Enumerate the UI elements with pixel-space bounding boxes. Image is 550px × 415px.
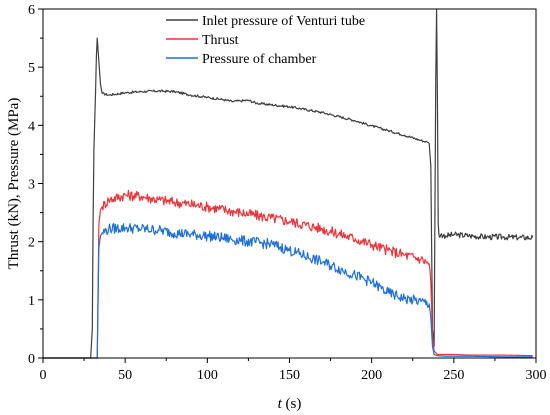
y-tick-label: 1 (28, 294, 35, 309)
x-axis-title-variable: t (278, 396, 283, 412)
y-tick-label: 2 (28, 236, 35, 251)
plot-lines (43, 8, 534, 359)
legend-label: Pressure of chamber (202, 52, 317, 67)
series-line (43, 222, 533, 359)
x-tick-label: 0 (40, 368, 47, 383)
x-tick-label: 200 (361, 368, 382, 383)
legend-label: Thrust (202, 33, 239, 48)
y-axis: 0 1 2 3 4 5 6 (28, 3, 43, 367)
y-axis-title: Thrust (kN), Pressure (MPa) (6, 98, 22, 270)
x-tick-label: 150 (279, 368, 300, 383)
x-tick-label: 250 (443, 368, 464, 383)
y-tick-label: 6 (28, 3, 35, 18)
x-axis: 0 50 100 150 200 250 300 (40, 358, 547, 383)
series-line (43, 8, 534, 359)
y-tick-label: 3 (28, 178, 35, 193)
x-axis-title: t (s) (278, 396, 302, 412)
y-tick-label: 5 (28, 61, 35, 76)
legend: Inlet pressure of Venturi tube Thrust Pres… (166, 14, 365, 67)
series-line (43, 189, 533, 359)
y-tick-label: 0 (28, 352, 35, 367)
y-tick-label: 4 (28, 119, 35, 134)
x-tick-label: 50 (118, 368, 132, 383)
x-tick-label: 100 (197, 368, 218, 383)
x-axis-title-unit: (s) (282, 396, 302, 412)
x-tick-label: 300 (526, 368, 547, 383)
legend-label: Inlet pressure of Venturi tube (202, 14, 365, 29)
